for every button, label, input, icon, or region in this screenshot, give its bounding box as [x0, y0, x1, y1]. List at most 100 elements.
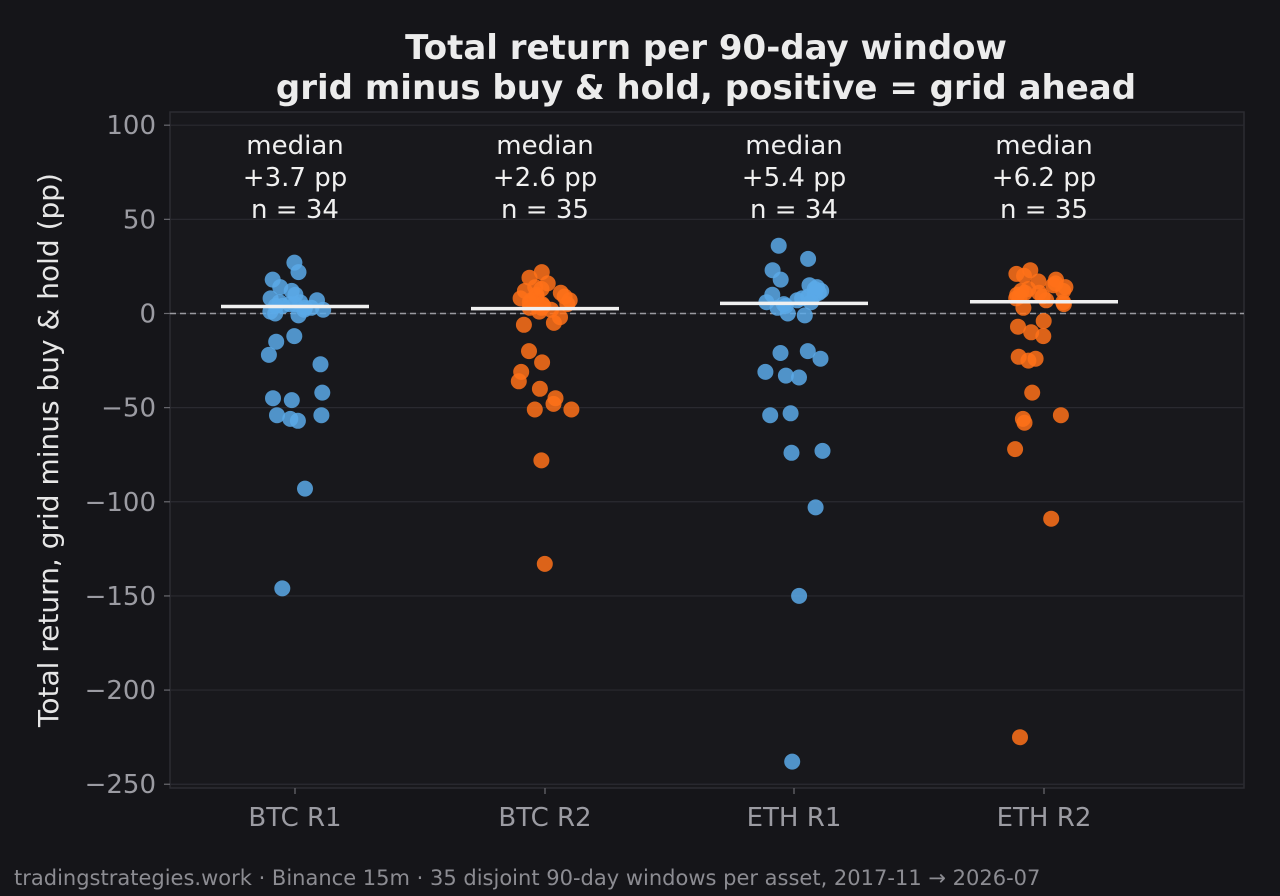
data-point [290, 307, 307, 324]
y-axis-label: Total return, grid minus buy & hold (pp) [32, 173, 65, 728]
data-point [286, 328, 303, 345]
y-tick-label: −200 [85, 676, 156, 706]
data-point [1016, 267, 1032, 284]
data-point [283, 392, 300, 409]
data-point [265, 390, 281, 407]
annotation-median-value: +6.2 pp [992, 163, 1096, 193]
data-point [1030, 273, 1047, 290]
data-point [809, 279, 825, 296]
annotation-n-count: n = 35 [1000, 195, 1088, 225]
data-point [1024, 384, 1041, 401]
data-point [510, 373, 527, 390]
data-point [521, 343, 537, 360]
y-tick-label: 50 [123, 205, 156, 235]
data-point [807, 499, 824, 516]
annotation-median-value: +5.4 pp [742, 163, 846, 193]
data-point [1055, 282, 1072, 299]
data-point [534, 354, 551, 371]
data-point [791, 369, 807, 386]
data-point [545, 395, 562, 412]
x-tick-label: ETH R1 [747, 803, 842, 833]
data-point [779, 305, 796, 322]
data-point [1020, 352, 1037, 369]
chart-title-line-2: grid minus buy & hold, positive = grid a… [276, 68, 1136, 108]
data-point [274, 580, 291, 597]
data-point [268, 333, 285, 350]
data-point [1016, 414, 1033, 431]
data-point [313, 407, 330, 424]
data-point [533, 452, 550, 469]
chart-title-line-1: Total return per 90-day window [405, 28, 1007, 68]
data-point [777, 367, 794, 384]
x-axis-ticks: BTC R1 BTC R2 ETH R1 ETH R2 [248, 788, 1091, 833]
data-point [796, 307, 813, 324]
data-point [783, 444, 800, 461]
data-point [1012, 729, 1028, 746]
data-point [289, 412, 306, 429]
data-point [556, 288, 573, 305]
data-point [536, 555, 553, 572]
footer-source: tradingstrategies.work · Binance 15m · 3… [14, 866, 1041, 890]
y-tick-label: −150 [85, 582, 156, 612]
data-point [1052, 407, 1069, 424]
data-point [563, 401, 580, 418]
data-point [526, 401, 543, 418]
data-point [800, 250, 817, 267]
data-point [269, 407, 285, 424]
data-point [772, 271, 789, 288]
data-point [533, 281, 550, 297]
data-point [260, 346, 277, 363]
data-point [290, 264, 307, 281]
annotation-median-value: +2.6 pp [493, 163, 597, 193]
data-point [531, 380, 548, 397]
data-points [260, 237, 1074, 770]
data-point [764, 286, 781, 303]
data-point [772, 345, 789, 361]
data-point [1010, 318, 1026, 335]
annotation-n-count: n = 34 [251, 195, 339, 225]
annotation-n-count: n = 35 [501, 195, 589, 225]
data-point [315, 301, 332, 318]
x-tick-label: BTC R1 [248, 803, 341, 833]
data-point [814, 442, 831, 459]
data-point [1031, 284, 1048, 301]
data-point [791, 587, 808, 604]
data-point [312, 356, 329, 373]
data-point [1043, 510, 1060, 527]
data-point [812, 350, 829, 367]
data-point [1055, 296, 1072, 313]
data-point [297, 480, 313, 497]
plot-area [169, 111, 1245, 789]
data-point [770, 237, 787, 254]
data-point [762, 407, 779, 424]
data-point [1013, 282, 1030, 299]
y-tick-label: 100 [106, 111, 156, 141]
data-point [1035, 328, 1052, 345]
data-point [782, 405, 799, 422]
x-tick-label: BTC R2 [498, 803, 591, 833]
data-point [1007, 441, 1024, 458]
annotation-n-count: n = 34 [750, 195, 838, 225]
grid-lines [170, 124, 1244, 785]
data-point [1035, 313, 1052, 329]
annotation-median-word: median [745, 131, 842, 161]
data-point [757, 363, 774, 380]
data-point [523, 292, 540, 309]
y-tick-label: −250 [85, 770, 156, 800]
annotation-median-word: median [995, 131, 1092, 161]
y-tick-label: −50 [101, 394, 156, 424]
data-point [799, 343, 816, 360]
data-point [314, 384, 331, 401]
annotation-median-word: median [246, 131, 343, 161]
data-point [515, 316, 532, 333]
data-point [1023, 324, 1040, 341]
y-tick-label: 0 [139, 299, 156, 329]
data-point [1015, 299, 1032, 316]
x-tick-label: ETH R2 [997, 803, 1092, 833]
y-axis-ticks: 100 50 0 −50 −100 −150 −200 −250 [85, 111, 170, 800]
median-lines [221, 300, 1118, 311]
annotation-median-word: median [496, 131, 593, 161]
annotation-median-value: +3.7 pp [243, 163, 347, 193]
